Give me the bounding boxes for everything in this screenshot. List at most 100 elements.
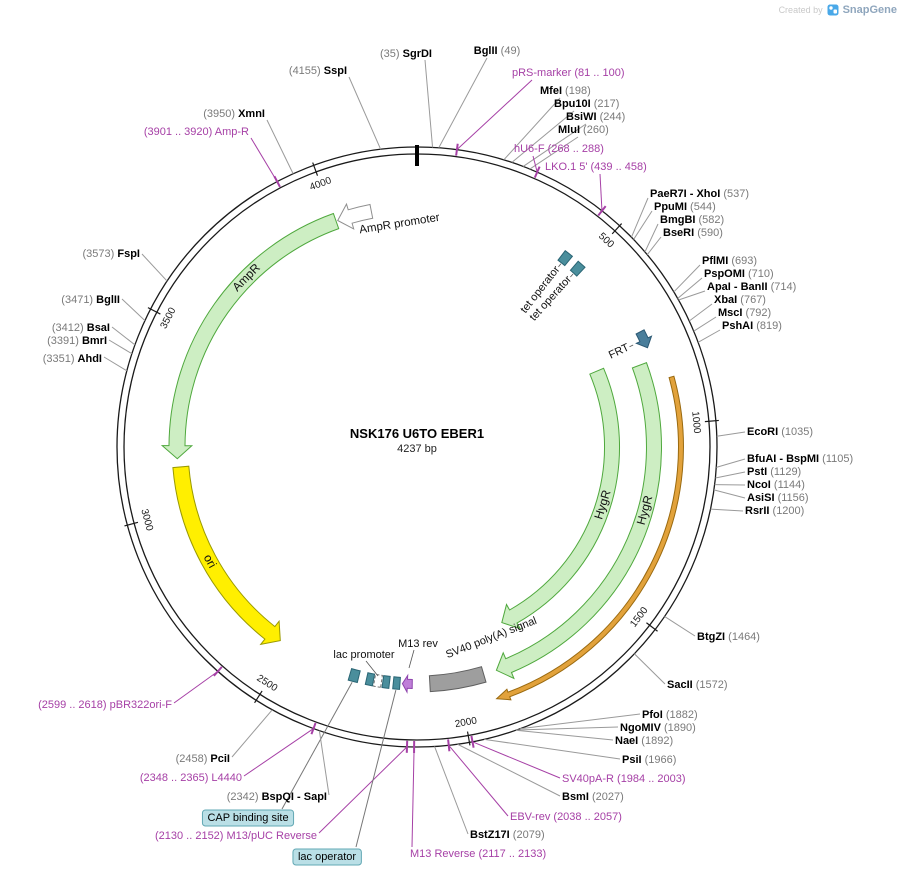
site-label-apai-banii[interactable]: ApaI - BanII (714) <box>678 281 797 301</box>
site-label-bglii[interactable]: (3471) BglII <box>61 294 146 321</box>
svg-text:hU6-F (268 .. 288): hU6-F (268 .. 288) <box>514 143 604 155</box>
site-label-pflmi[interactable]: PflMI (693) <box>673 255 757 293</box>
site-label-asisi[interactable]: AsiSI (1156) <box>713 489 809 504</box>
svg-text:(2599 .. 2618) pBR322ori-F: (2599 .. 2618) pBR322ori-F <box>38 699 172 711</box>
site-label-bglii[interactable]: BglII (49) <box>438 45 520 149</box>
svg-text:(3950) XmnI: (3950) XmnI <box>203 108 265 120</box>
site-label-cap-binding-site[interactable]: CAP binding site <box>201 681 353 827</box>
site-label-bsiwi[interactable]: BsiWI (244) <box>522 111 625 167</box>
site-label-pfoi[interactable]: PfoI (1882) <box>520 709 698 730</box>
svg-text:lac operator: lac operator <box>298 851 356 863</box>
svg-text:PpuMI (544): PpuMI (544) <box>654 201 716 213</box>
site-label-m13-reverse-2117-2133[interactable]: M13 Reverse (2117 .. 2133) <box>410 746 546 860</box>
site-label-bsai[interactable]: (3412) BsaI <box>52 322 136 346</box>
feature-label-lac-promoter[interactable]: lac promoter <box>333 649 394 661</box>
site-label-psii[interactable]: PsiI (1966) <box>484 738 676 766</box>
svg-text:(2348 .. 2365) L4440: (2348 .. 2365) L4440 <box>140 772 242 784</box>
site-label-paer7i-xhoi[interactable]: PaeR7I - XhoI (537) <box>630 188 749 238</box>
svg-text:ApaI - BanII (714): ApaI - BanII (714) <box>707 281 796 293</box>
svg-text:(2130 .. 2152) M13/pUC Revers: (2130 .. 2152) M13/pUC Reverse <box>155 830 317 842</box>
feature-lac-promoter-b[interactable] <box>381 675 391 689</box>
feature-lac-promoter-a[interactable] <box>364 672 376 687</box>
site-label-lac-operator[interactable]: lac operator <box>292 689 397 866</box>
site-label-bpu10i[interactable]: Bpu10I (217) <box>511 98 620 163</box>
site-label-sv40pa-r-1984-2003[interactable]: SV40pA-R (1984 .. 2003) <box>472 741 686 785</box>
svg-text:RsrII (1200): RsrII (1200) <box>745 505 804 517</box>
feature-tet-operator-2[interactable] <box>569 260 586 277</box>
svg-text:MscI (792): MscI (792) <box>718 307 771 319</box>
plasmid-length: 4237 bp <box>397 443 437 455</box>
feature-cap-binding-site[interactable] <box>347 667 361 684</box>
svg-text:Bpu10I (217): Bpu10I (217) <box>554 98 619 110</box>
site-label-bstz17i[interactable]: BstZ17I (2079) <box>434 746 545 841</box>
site-label-ahdi[interactable]: (3351) AhdI <box>43 353 128 372</box>
svg-text:(3471) BglII: (3471) BglII <box>61 294 120 306</box>
feature-sv40-polya-signal[interactable] <box>428 666 487 693</box>
site-label-2348-2365-l4440[interactable]: (2348 .. 2365) L4440 <box>140 728 314 784</box>
site-label-pspomi[interactable]: PspOMI (710) <box>677 268 774 299</box>
svg-text:PspOMI (710): PspOMI (710) <box>704 268 774 280</box>
site-labels: (35) SgrDI BglII (49) pRS-marker (81 .. 10… <box>38 45 853 866</box>
feature-hygr-outer[interactable] <box>495 362 662 680</box>
site-label-psti[interactable]: PstI (1129) <box>715 466 801 479</box>
feature-unlabeled-dashed-box[interactable] <box>372 673 383 688</box>
site-label-sacii[interactable]: SacII (1572) <box>634 653 728 691</box>
feature-ampr-promoter[interactable] <box>337 202 374 230</box>
svg-text:BsiWI (244): BsiWI (244) <box>566 111 625 123</box>
feature-label-ori[interactable]: ori <box>201 552 220 570</box>
plasmid-backbone <box>116 145 718 748</box>
site-label-sspi[interactable]: (4155) SspI <box>289 65 382 150</box>
svg-text:SV40pA-R (1984 .. 2003): SV40pA-R (1984 .. 2003) <box>562 773 686 785</box>
feature-label-frt[interactable]: FRT <box>607 342 632 362</box>
site-label-bmgbi[interactable]: BmgBI (582) <box>644 214 724 253</box>
svg-text:(3901 .. 3920) Amp-R: (3901 .. 3920) Amp-R <box>144 126 249 138</box>
site-label-bseri[interactable]: BseRI (590) <box>646 227 723 255</box>
feature-tet-operator-1[interactable] <box>557 250 574 267</box>
site-label-bmri[interactable]: (3391) BmrI <box>47 335 133 355</box>
site-label-naei[interactable]: NaeI (1892) <box>515 729 673 747</box>
site-label-ncoi[interactable]: NcoI (1144) <box>714 479 805 491</box>
site-label-bfuai-bspmi[interactable]: BfuAI - BspMI (1105) <box>716 453 853 468</box>
feature-ori[interactable] <box>172 465 281 646</box>
site-label-2130-2152-m13-puc-reverse[interactable]: (2130 .. 2152) M13/pUC Reverse <box>155 746 408 842</box>
watermark-created-by: Created by <box>778 4 823 15</box>
site-label-mfei[interactable]: MfeI (198) <box>503 85 591 161</box>
site-label-msci[interactable]: MscI (792) <box>693 307 771 332</box>
feature-ampr[interactable] <box>160 212 340 460</box>
site-label-rsrii[interactable]: RsrII (1200) <box>710 505 804 517</box>
svg-text:BglII (49): BglII (49) <box>474 45 520 57</box>
svg-text:PsiI (1966): PsiI (1966) <box>622 754 676 766</box>
site-label-ngomiv[interactable]: NgoMIV (1890) <box>516 722 696 734</box>
site-label-3901-3920-amp-r[interactable]: (3901 .. 3920) Amp-R <box>144 126 278 182</box>
primer-tick <box>455 143 459 156</box>
svg-text:BstZ17I (2079): BstZ17I (2079) <box>470 829 545 841</box>
svg-text:PshAI (819): PshAI (819) <box>722 320 782 332</box>
site-label-pshai[interactable]: PshAI (819) <box>697 320 782 343</box>
site-label-xmni[interactable]: (3950) XmnI <box>203 108 294 174</box>
feature-orange-arc[interactable] <box>495 375 684 701</box>
feature-hygr-inner[interactable] <box>501 367 621 630</box>
site-label-sgrdi[interactable]: (35) SgrDI <box>380 48 434 148</box>
svg-text:(3573) FspI: (3573) FspI <box>83 248 140 260</box>
site-label-hu6-f-268-288[interactable]: hU6-F (268 .. 288) <box>514 143 604 173</box>
site-label-btgzi[interactable]: BtgZI (1464) <box>664 616 760 643</box>
svg-text:SacII (1572): SacII (1572) <box>667 679 728 691</box>
site-label-ecori[interactable]: EcoRI (1035) <box>716 426 813 438</box>
site-label-bsmi[interactable]: BsmI (2027) <box>457 743 624 803</box>
site-label-ppumi[interactable]: PpuMI (544) <box>633 201 716 240</box>
site-label-bspqi-sapi[interactable]: (2342) BspQI - SapI <box>227 730 330 803</box>
site-label-mlui[interactable]: MluI (260) <box>529 124 609 170</box>
feature-frt[interactable] <box>635 329 653 349</box>
feature-m13-rev-primer[interactable] <box>401 673 413 694</box>
site-label-prs-marker-81-100[interactable]: pRS-marker (81 .. 100) <box>456 67 625 151</box>
feature-label-m13-rev[interactable]: M13 rev <box>398 638 438 650</box>
site-label-pcii[interactable]: (2458) PciI <box>176 709 273 765</box>
site-label-lko-1-5-439-458[interactable]: LKO.1 5' (439 .. 458) <box>545 161 647 211</box>
site-label-ebv-rev-2038-2057[interactable]: EBV-rev (2038 .. 2057) <box>448 744 622 823</box>
site-label-2599-2618-pbr322ori-f[interactable]: (2599 .. 2618) pBR322ori-F <box>38 670 219 711</box>
site-label-xbai[interactable]: XbaI (767) <box>688 294 766 322</box>
site-label-fspi[interactable]: (3573) FspI <box>83 248 168 282</box>
feature-lac-operator[interactable] <box>392 676 401 690</box>
scale-label-1000: 1000 <box>689 411 702 435</box>
